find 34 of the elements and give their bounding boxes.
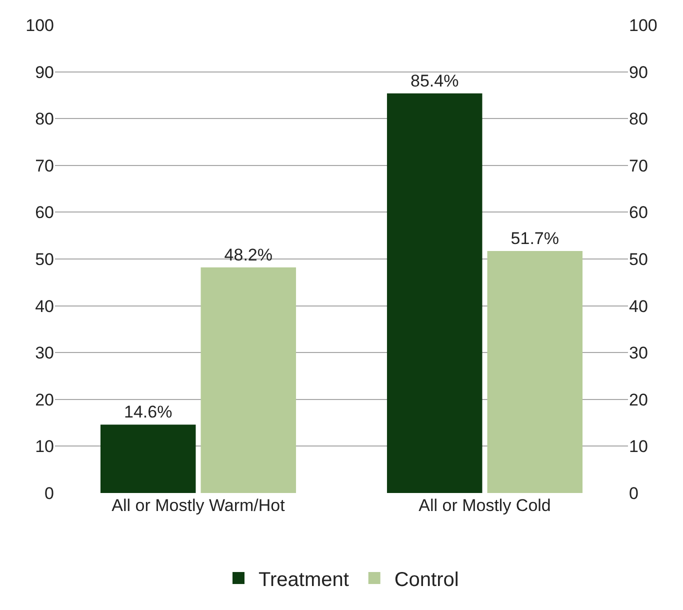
y2-tick-label: 10 (629, 437, 648, 456)
y2-tick-label: 90 (629, 62, 648, 82)
data-label: 48.2% (224, 245, 272, 264)
y2-tick-label: 60 (629, 203, 648, 222)
y2-tick-label: 20 (629, 390, 648, 410)
x-tick-label: All or Mostly Cold (418, 496, 551, 515)
y2-tick-label: 100 (629, 16, 658, 35)
y2-tick-label: 40 (629, 296, 648, 316)
bar (200, 267, 296, 493)
y-tick-label: 90 (35, 62, 54, 82)
y2-tick-label: 50 (629, 250, 648, 269)
y-tick-label: 70 (35, 156, 54, 176)
y-tick-label: 80 (35, 110, 54, 129)
y2-tick-label: 0 (629, 484, 638, 503)
y-tick-label: 60 (35, 203, 54, 222)
y-tick-label: 30 (35, 344, 54, 363)
x-tick-label: All or Mostly Warm/Hot (112, 496, 286, 515)
y-tick-label: 20 (35, 390, 54, 410)
y2-tick-label: 30 (629, 344, 648, 363)
y2-tick-label: 80 (629, 110, 648, 129)
bar (386, 93, 482, 493)
data-label: 14.6% (124, 402, 172, 422)
bar (487, 251, 583, 493)
legend-label: Control (394, 568, 459, 591)
y-tick-label: 40 (35, 296, 54, 316)
y-tick-label: 0 (44, 484, 54, 503)
data-label: 51.7% (510, 229, 559, 248)
y2-tick-label: 70 (629, 156, 648, 176)
y-tick-label: 100 (26, 16, 54, 35)
bar (100, 424, 196, 493)
y-tick-label: 50 (35, 250, 54, 269)
y-tick-label: 10 (35, 437, 54, 456)
legend-label: Treatment (258, 568, 350, 591)
data-label: 85.4% (410, 71, 459, 90)
